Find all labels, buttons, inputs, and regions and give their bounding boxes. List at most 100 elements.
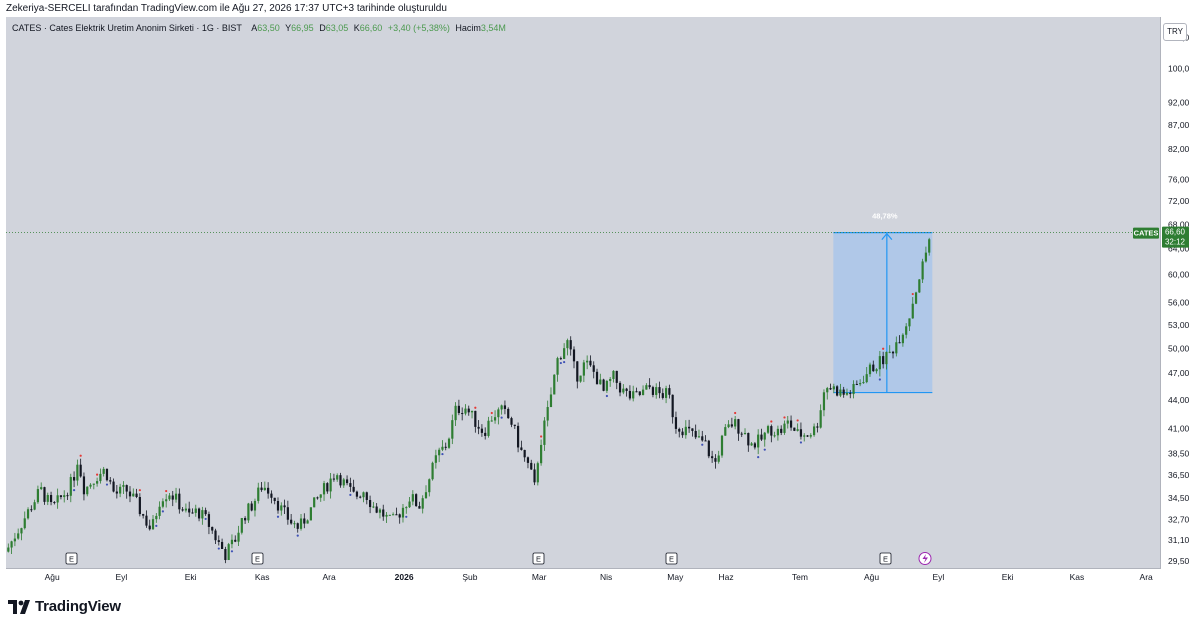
candle-body (720, 435, 724, 456)
candle-body (441, 446, 444, 450)
earnings-event-label: E (255, 555, 260, 564)
candle-body (424, 492, 428, 499)
x-tick-label: Kas (255, 572, 270, 582)
candle-body (523, 449, 526, 458)
low-marker (799, 441, 803, 444)
low-marker (757, 456, 760, 459)
earnings-event-marker[interactable] (251, 552, 264, 565)
candle-body (707, 440, 710, 457)
close-label: K (353, 23, 360, 33)
candle-body (227, 544, 230, 561)
candle-body (240, 518, 243, 533)
candle-body (303, 518, 306, 524)
candle-body (313, 497, 316, 508)
candle-body (799, 429, 803, 437)
low-marker (230, 550, 234, 553)
candle-body (267, 487, 270, 494)
candle-body (290, 519, 293, 524)
candle-body (447, 438, 451, 448)
candle-body (559, 358, 562, 360)
x-tick-label: Tem (792, 572, 808, 582)
candle-body (888, 351, 891, 353)
candle-body (803, 435, 806, 437)
price-tag-value: 66,60 (1165, 228, 1186, 237)
low-marker (763, 448, 766, 451)
candle-body (145, 515, 148, 526)
chart-frame[interactable]: CATES · Cates Elektrik Uretim Anonim Sir… (6, 17, 1189, 587)
candle-body (395, 514, 398, 516)
candle-body (326, 483, 329, 492)
candle-body (155, 515, 158, 520)
price-chart[interactable]: 108,0100,092,0087,0082,0076,0072,0068,00… (6, 17, 1189, 587)
y-tick-label: 82,00 (1168, 144, 1189, 154)
candle-body (165, 499, 168, 502)
candle-body (168, 495, 171, 500)
candle-body (204, 510, 207, 515)
candle-body (507, 408, 510, 419)
candle-body (740, 433, 743, 435)
candle-body (92, 483, 95, 485)
candle-body (411, 494, 414, 502)
candle-body (563, 348, 566, 359)
candle-body (691, 428, 694, 431)
candle-body (480, 428, 484, 433)
candle-body (368, 500, 372, 508)
candle-body (727, 424, 730, 428)
candle-body (194, 508, 197, 513)
candle-body (589, 360, 592, 366)
candle-body (96, 481, 99, 484)
close-value: 66,60 (359, 23, 383, 33)
low-marker (563, 360, 566, 364)
candle-body (526, 457, 530, 463)
high-marker (490, 411, 493, 415)
candle-body (493, 417, 497, 421)
candle-body (829, 388, 832, 390)
candle-body (668, 388, 671, 395)
candle-body (405, 507, 408, 509)
low-marker (441, 452, 444, 456)
candle-body (477, 426, 480, 429)
measure-box[interactable] (833, 232, 933, 393)
y-tick-label: 44,00 (1168, 395, 1189, 405)
price-tag-countdown: 32:12 (1165, 238, 1186, 247)
candle-body (582, 362, 585, 376)
tradingview-logo[interactable]: TradingView (8, 598, 121, 615)
candle-body (181, 509, 184, 511)
plot-area[interactable]: CATES · Cates Elektrik Uretim Anonim Sir… (6, 17, 1161, 569)
candle-body (901, 334, 904, 344)
candle-body (595, 371, 599, 385)
candle-body (487, 420, 490, 436)
candle-body (336, 475, 339, 480)
x-tick-label: Eki (185, 572, 197, 582)
candle-body (905, 326, 908, 335)
candle-body (401, 507, 405, 518)
low-label: D (319, 23, 326, 33)
candle-body (776, 428, 780, 436)
candle-body (632, 391, 635, 399)
candle-body (451, 420, 454, 439)
earnings-event-marker[interactable] (65, 552, 78, 565)
earnings-event-marker[interactable] (532, 552, 545, 565)
candle-body (299, 518, 303, 529)
candle-body (806, 435, 809, 437)
earnings-event-marker[interactable] (879, 552, 892, 565)
candle-body (211, 526, 214, 531)
candle-body (99, 473, 102, 482)
candle-body (40, 487, 43, 490)
candle-body (142, 514, 145, 516)
earnings-event-marker[interactable] (665, 552, 678, 565)
candle-body (618, 382, 622, 393)
candle-body (230, 539, 234, 545)
candle-body (641, 389, 645, 395)
candle-body (786, 420, 789, 424)
candle-body (928, 239, 931, 253)
candle-body (250, 503, 253, 511)
candle-body (671, 394, 674, 418)
candle-body (875, 369, 878, 372)
low-marker (276, 515, 280, 518)
candle-body (503, 405, 507, 409)
candle-body (89, 484, 92, 487)
currency-button[interactable]: TRY (1163, 23, 1187, 41)
candle-body (53, 502, 56, 504)
candle-body (697, 436, 701, 438)
